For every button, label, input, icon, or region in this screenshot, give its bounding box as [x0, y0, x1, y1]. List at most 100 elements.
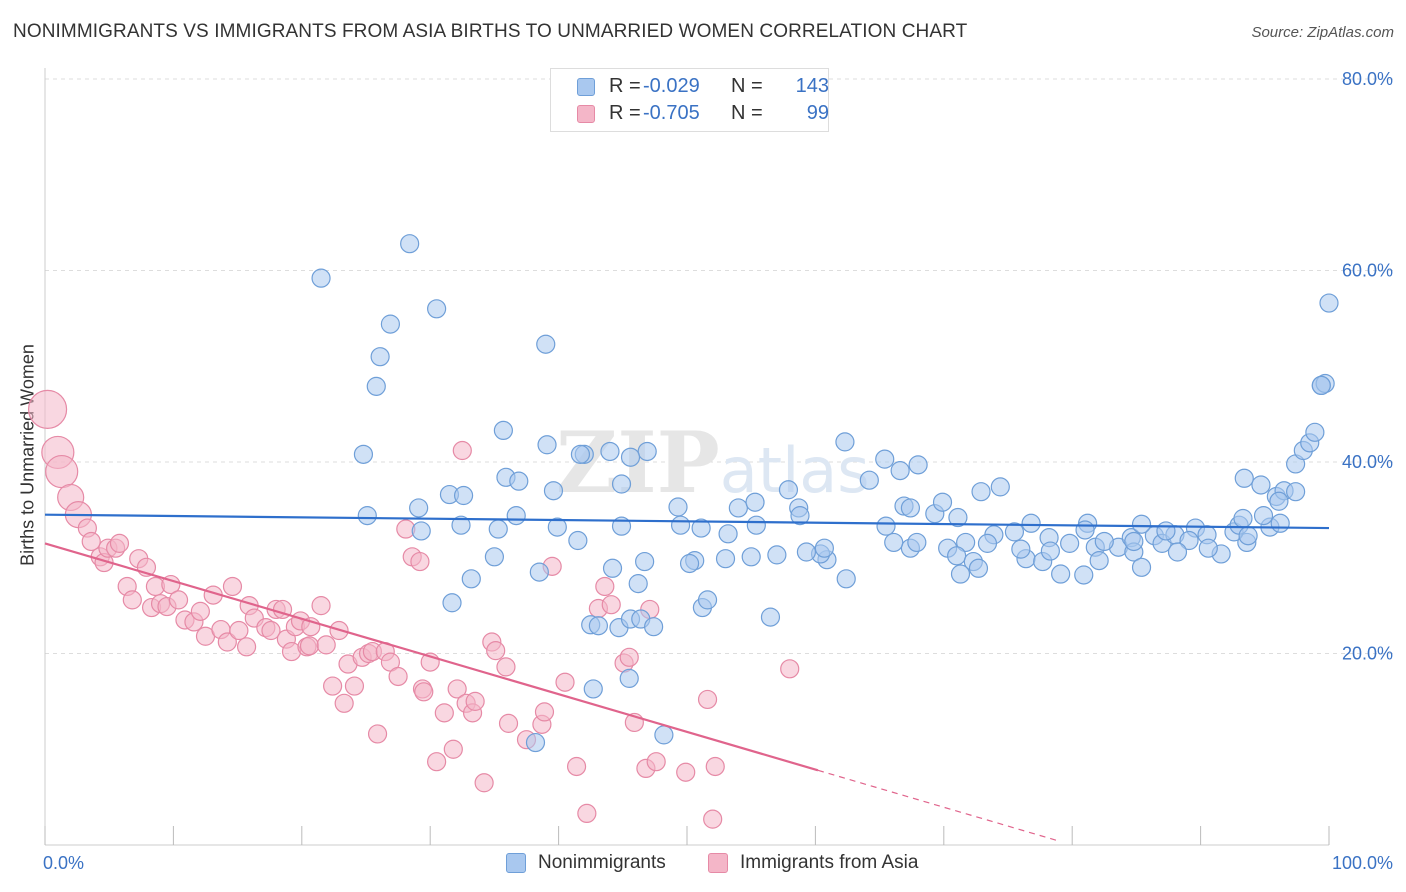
blue-data-point — [583, 679, 603, 699]
watermark: ZIPatlas — [556, 413, 870, 512]
blue-data-point — [644, 617, 664, 637]
blue-data-point — [900, 498, 921, 518]
blue-data-point — [1305, 422, 1325, 442]
pink-data-point — [323, 676, 343, 696]
blue-data-point — [600, 441, 620, 462]
blue-data-point — [1074, 565, 1094, 585]
pink-data-point — [595, 576, 615, 597]
blue-data-point — [796, 542, 817, 562]
blue-data-point — [370, 347, 390, 367]
blue-data-point — [620, 447, 641, 467]
blue-data-point — [353, 444, 374, 464]
y-tick-label: 80.0% — [1342, 69, 1393, 89]
pink-data-point — [316, 635, 336, 655]
blue-data-point — [1286, 482, 1306, 502]
blue-data-point — [1270, 513, 1290, 533]
source-label: Source: ZipAtlas.com — [1251, 24, 1394, 41]
blue-data-point — [602, 558, 623, 578]
pink-data-point — [168, 590, 189, 610]
blue-data-point — [908, 455, 928, 475]
blue-data-point — [1269, 491, 1289, 511]
blue-data-point — [890, 461, 910, 481]
pink-data-point — [229, 620, 249, 641]
blue-data-point — [1179, 530, 1199, 551]
blue-data-point — [547, 517, 567, 537]
blue-data-point — [588, 616, 609, 636]
pink-data-point — [601, 595, 621, 615]
blue-data-point — [1319, 293, 1339, 313]
pink-data-point — [261, 620, 281, 641]
blue-data-point — [628, 574, 648, 594]
blue-data-point — [537, 435, 557, 455]
pink-data-point — [344, 676, 365, 696]
pink-data-point — [367, 724, 388, 744]
blue-data-point — [977, 533, 998, 553]
pink-data-point — [222, 576, 243, 597]
blue-data-point — [1131, 514, 1152, 534]
blue-data-point — [760, 607, 781, 627]
blue-data-point — [835, 432, 855, 452]
pink-data-point — [190, 601, 210, 621]
pink-data-point — [236, 637, 257, 657]
blue-data-point — [1156, 521, 1176, 541]
blue-data-point — [1040, 541, 1060, 561]
blue-data-point — [506, 506, 526, 526]
pink-data-point — [498, 713, 519, 733]
blue-data-point — [1094, 531, 1114, 552]
legend-swatch-blue — [577, 78, 595, 96]
blue-data-point — [1234, 468, 1254, 488]
trend-line-nonimmigrants — [44, 513, 1330, 530]
blue-data-point — [932, 492, 953, 512]
chart-title: NONIMMIGRANTS VS IMMIGRANTS FROM ASIA BI… — [13, 21, 968, 42]
pink-data-point — [45, 454, 79, 489]
blue-data-point — [484, 547, 504, 567]
pink-data-point — [122, 590, 142, 610]
blue-data-point — [948, 507, 968, 528]
trend-line-extension — [817, 769, 1060, 842]
pink-data-point — [452, 440, 472, 461]
blue-data-point — [366, 376, 386, 396]
blue-data-point — [668, 497, 688, 517]
blue-data-point — [884, 532, 904, 553]
legend-n-label: N = — [731, 102, 763, 124]
pink-data-point — [705, 756, 725, 777]
legend-r-label: R = — [609, 102, 641, 124]
trend-lines — [44, 513, 1330, 842]
pink-data-point — [410, 551, 430, 572]
blue-data-point — [670, 515, 691, 535]
blue-data-point — [570, 444, 591, 464]
y-tick-label: 40.0% — [1342, 452, 1393, 472]
blue-data-point — [691, 518, 711, 538]
legend-n-value: 99 — [806, 102, 829, 124]
bottom-legend-label: Immigrants from Asia — [740, 852, 919, 873]
pink-data-point — [474, 773, 494, 793]
blue-data-point — [1011, 539, 1031, 559]
series-nonimmigrants — [311, 234, 1339, 753]
blue-data-point — [509, 471, 529, 491]
blue-data-point — [1233, 508, 1253, 529]
bottom-legend-label: Nonimmigrants — [538, 852, 666, 873]
bottom-legend-swatch-pink — [708, 853, 728, 873]
pink-data-point — [109, 533, 130, 553]
blue-data-point — [1251, 475, 1271, 495]
blue-data-point — [1075, 520, 1095, 540]
blue-data-point — [1167, 542, 1188, 562]
legend-r-label: R = — [609, 75, 641, 97]
blue-data-point — [1021, 513, 1041, 533]
blue-data-point — [525, 732, 546, 753]
blue-data-point — [741, 547, 761, 567]
blue-data-point — [990, 477, 1010, 497]
blue-data-point — [409, 498, 429, 518]
pink-data-point — [697, 689, 718, 710]
pink-data-point — [555, 672, 575, 692]
blue-data-point — [778, 480, 799, 500]
blue-data-point — [1311, 375, 1331, 395]
pink-data-point — [81, 531, 101, 552]
blue-data-point — [947, 546, 967, 566]
blue-data-point — [790, 506, 810, 526]
pink-data-point — [566, 756, 587, 777]
blue-data-point — [971, 482, 991, 502]
blue-data-point — [637, 441, 657, 462]
pink-data-point — [27, 389, 68, 429]
blue-data-point — [907, 532, 927, 553]
